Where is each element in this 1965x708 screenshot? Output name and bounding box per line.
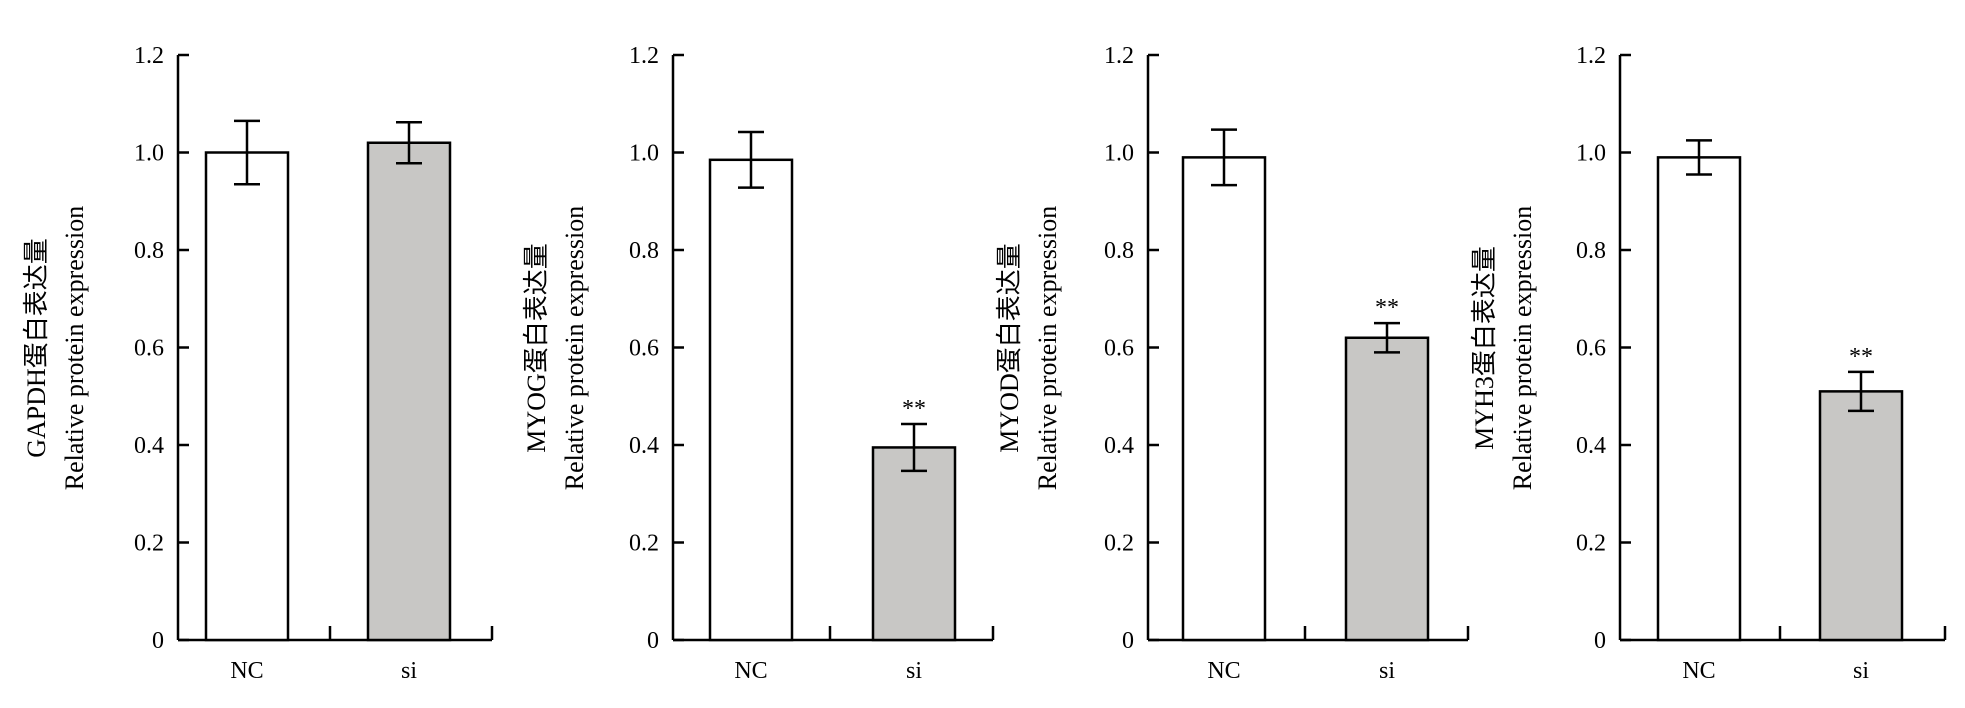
y-tick-label: 1.2 (1576, 43, 1606, 69)
significance-label: ** (902, 396, 926, 422)
bar-nc (1181, 156, 1267, 642)
y-tick-label: 1.0 (629, 141, 659, 167)
y-tick-label: 1.2 (1104, 43, 1134, 69)
y-tick-label: 0.2 (134, 531, 164, 557)
bar-si (1344, 336, 1430, 642)
x-tick-label: NC (1207, 658, 1240, 684)
x-tick-label: NC (734, 658, 767, 684)
bar-nc (708, 158, 794, 642)
y-axis-subtitle: Relative protein expression (560, 206, 589, 490)
y-axis-subtitle: Relative protein expression (1508, 206, 1537, 490)
y-tick-label: 0 (1122, 628, 1134, 654)
y-axis-title: GAPDH蛋白表达量 (22, 238, 51, 458)
y-tick-label: 0.4 (1576, 433, 1606, 459)
y-axis-title: MYOG蛋白表达量 (522, 243, 551, 452)
y-tick-label: 0.4 (1104, 433, 1134, 459)
x-tick-label: si (1379, 658, 1395, 684)
y-tick-label: 0.2 (629, 531, 659, 557)
y-tick-label: 1.0 (134, 141, 164, 167)
y-tick-label: 0.8 (1576, 238, 1606, 264)
panel-myh3: MYH3蛋白表达量 Relative protein expression 0 0… (1470, 43, 1947, 684)
y-axis-subtitle: Relative protein expression (1033, 206, 1062, 490)
y-tick-label: 0 (152, 628, 164, 654)
significance-label: ** (1375, 295, 1399, 321)
y-tick-label: 1.0 (1104, 141, 1134, 167)
y-axis-title: MYH3蛋白表达量 (1470, 246, 1499, 450)
y-tick-label: 0.6 (134, 336, 164, 362)
x-tick-label: si (401, 658, 417, 684)
y-tick-label: 0 (647, 628, 659, 654)
y-tick-label: 0.2 (1104, 531, 1134, 557)
x-tick-label: NC (1682, 658, 1715, 684)
y-tick-label: 1.2 (134, 43, 164, 69)
x-tick-label: si (906, 658, 922, 684)
y-tick-label: 0.6 (629, 336, 659, 362)
y-tick-label: 0.8 (1104, 238, 1134, 264)
y-tick-label: 0.4 (629, 433, 659, 459)
panel-myog: MYOG蛋白表达量 Relative protein expression 0 0… (522, 43, 995, 684)
panel-gapdh: GAPDH蛋白表达量 Relative protein expression 0… (22, 43, 494, 684)
y-tick-label: 0.2 (1576, 531, 1606, 557)
y-axis-title: MYOD蛋白表达量 (995, 243, 1024, 452)
bar-nc (204, 151, 290, 642)
y-tick-label: 0.6 (1576, 336, 1606, 362)
y-tick-label: 0 (1594, 628, 1606, 654)
bar-si (1818, 390, 1904, 642)
significance-label: ** (1849, 344, 1873, 370)
y-tick-label: 0.8 (629, 238, 659, 264)
y-axis-subtitle: Relative protein expression (60, 206, 89, 490)
x-tick-label: si (1853, 658, 1869, 684)
bar-si (871, 446, 957, 642)
y-tick-label: 0.8 (134, 238, 164, 264)
y-tick-label: 1.0 (1576, 141, 1606, 167)
y-tick-label: 1.2 (629, 43, 659, 69)
x-tick-label: NC (230, 658, 263, 684)
bar-nc (1656, 156, 1742, 642)
panel-myod: MYOD蛋白表达量 Relative protein expression 0 0… (995, 43, 1470, 684)
y-tick-label: 0.4 (134, 433, 164, 459)
y-tick-label: 0.6 (1104, 336, 1134, 362)
bar-si (366, 141, 452, 642)
